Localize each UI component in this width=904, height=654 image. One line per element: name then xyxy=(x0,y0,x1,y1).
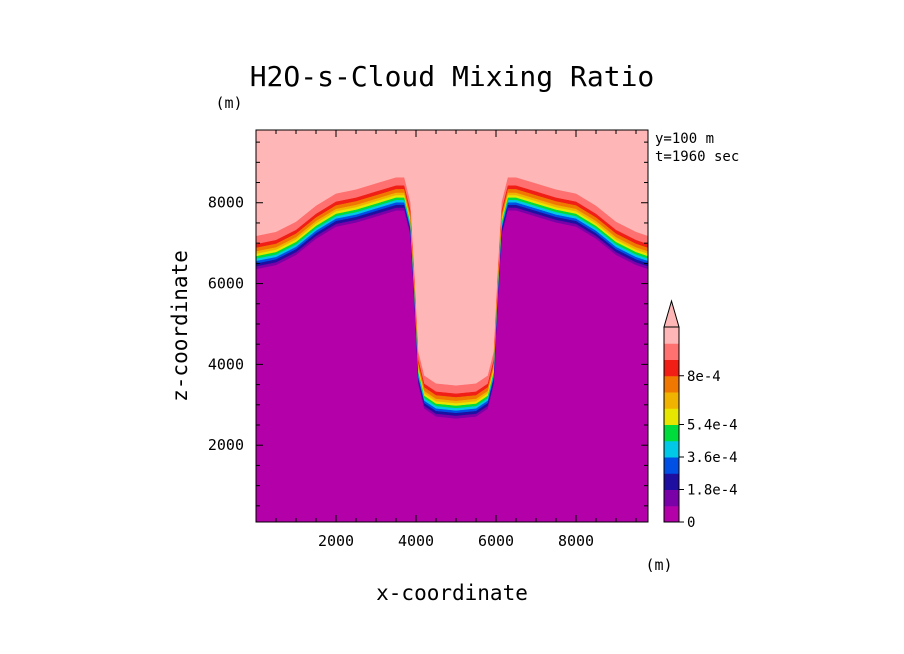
x-tick-label: 2000 xyxy=(318,532,354,550)
x-tick-label: 8000 xyxy=(558,532,594,550)
x-tick-label: 4000 xyxy=(398,532,434,550)
colorbar-label: 3.6e-4 xyxy=(687,450,738,466)
z-tick-label: 8000 xyxy=(208,194,244,212)
annotation-t: t=1960 sec xyxy=(655,149,739,165)
z-unit-label: (m) xyxy=(215,94,242,112)
colorbar-label: 5.4e-4 xyxy=(687,418,738,434)
z-tick-label: 6000 xyxy=(208,275,244,293)
x-tick-label: 6000 xyxy=(478,532,514,550)
chart-title: H2O-s-Cloud Mixing Ratio xyxy=(250,60,655,93)
axis-ticks: 2000 4000 6000 8000 2000 4000 6000 8000 xyxy=(208,130,648,550)
contour-field xyxy=(256,130,648,522)
colorbar-swatch xyxy=(664,375,679,393)
colorbar-label: 8e-4 xyxy=(687,369,721,385)
colorbar-label: 1.8e-4 xyxy=(687,483,738,499)
annotation-y: y=100 m xyxy=(655,131,714,147)
colorbar-swatch xyxy=(664,473,679,490)
x-axis-label: x-coordinate xyxy=(376,581,528,605)
z-tick-label: 2000 xyxy=(208,436,244,454)
colorbar-swatch xyxy=(664,343,679,360)
colorbar-swatch xyxy=(664,424,679,442)
plot-frame xyxy=(255,129,649,523)
colorbar-label: 0 xyxy=(687,515,695,531)
contour-band xyxy=(256,210,648,522)
colorbar-swatch xyxy=(664,327,679,344)
colorbar: 0 1.8e-4 3.6e-4 5.4e-4 8e-4 xyxy=(663,299,738,531)
colorbar-swatch xyxy=(664,489,679,507)
x-unit-label: (m) xyxy=(645,556,672,574)
colorbar-swatch xyxy=(664,505,679,523)
colorbar-swatch xyxy=(664,440,679,458)
colorbar-extend-arrow xyxy=(663,299,680,328)
colorbar-swatch xyxy=(664,392,679,409)
y-axis-label: z-coordinate xyxy=(168,250,192,402)
colorbar-swatch xyxy=(664,457,679,474)
z-tick-label: 4000 xyxy=(208,355,244,373)
colorbar-swatch xyxy=(664,408,679,425)
colorbar-swatch xyxy=(664,359,679,377)
